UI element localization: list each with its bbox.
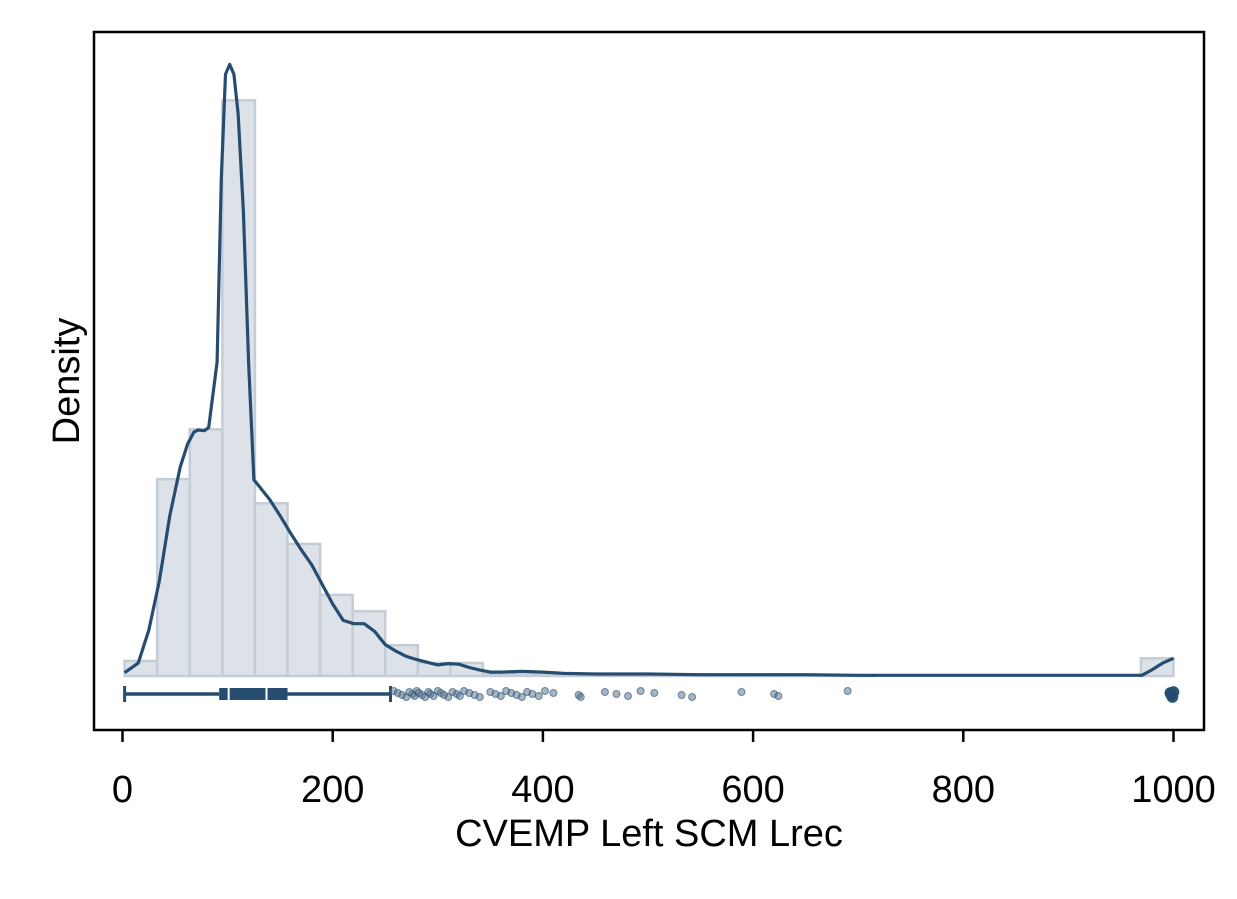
y-axis-title: Density — [46, 318, 88, 445]
outlier-point — [624, 692, 633, 700]
outlier-point — [444, 693, 453, 701]
histogram-bar — [155, 477, 192, 678]
outlier-point — [534, 692, 543, 700]
histogram-bar — [384, 644, 420, 678]
x-tick-label: 800 — [932, 769, 995, 811]
outlier-point — [612, 690, 621, 698]
x-axis: 0 200 400 600 800 1000 — [112, 730, 1216, 811]
outlier-point — [737, 688, 746, 696]
boxplot-box — [219, 688, 288, 700]
histogram-bar — [514, 673, 550, 678]
outlier-point — [475, 693, 484, 701]
x-tick-label: 1000 — [1131, 769, 1216, 811]
outlier-point — [455, 692, 464, 700]
outlier-point — [636, 687, 645, 695]
boxplot — [123, 686, 393, 702]
histogram-bar — [253, 502, 289, 678]
x-tick-label: 400 — [511, 769, 574, 811]
outlier-point — [774, 692, 783, 700]
outlier-point — [541, 687, 550, 695]
outlier-point — [496, 692, 505, 700]
outlier-point — [688, 693, 697, 701]
outlier-point — [843, 687, 852, 695]
outlier-point — [677, 691, 686, 699]
outlier-point — [517, 693, 526, 701]
histogram-bar — [351, 609, 387, 678]
x-tick-label: 200 — [301, 769, 364, 811]
histogram-bar — [481, 672, 517, 678]
x-tick-label: 600 — [721, 769, 784, 811]
outlier-point — [576, 693, 585, 701]
outlier-point — [650, 689, 659, 697]
outlier-point — [1167, 686, 1180, 698]
outlier-point — [600, 688, 609, 696]
histogram-bars — [123, 99, 1175, 678]
outlier-point — [549, 689, 558, 697]
x-axis-title: CVEMP Left SCM Lrec — [455, 813, 843, 855]
density-curve — [123, 62, 1175, 677]
histogram-bar — [546, 674, 582, 678]
outlier-points — [389, 686, 1180, 703]
x-tick-label: 0 — [112, 769, 133, 811]
histogram-bar — [286, 542, 322, 678]
outlier-point — [429, 692, 438, 700]
histogram-bar — [188, 428, 224, 678]
